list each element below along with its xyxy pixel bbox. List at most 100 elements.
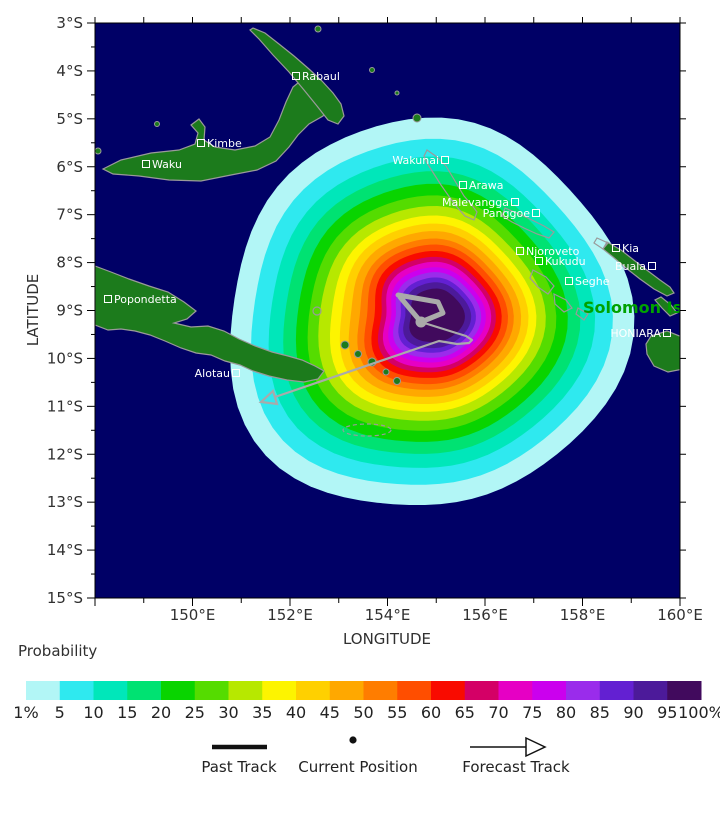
- colorbar-number: 75: [522, 703, 542, 722]
- city-labels: Rabaul Kimbe Waku Wakunai Arawa MalevanggaPan…: [104, 70, 671, 380]
- lon-tick-label: 150°E: [170, 606, 216, 624]
- forecast-arrowhead-icon: [258, 389, 279, 406]
- lat-tick-label: 5°S: [56, 110, 83, 128]
- colorbar-cell: [633, 681, 668, 700]
- city-name: Malevangga: [442, 196, 509, 209]
- lon-tick-label: 156°E: [462, 606, 508, 624]
- small-island: [412, 113, 422, 123]
- city-marker-icon: [142, 160, 150, 168]
- city-marker-icon: [648, 262, 656, 270]
- colorbar-number: 60: [421, 703, 441, 722]
- coast-dashed-island: [342, 423, 392, 437]
- coast-bougainville: [423, 149, 478, 221]
- city-marker-icon: [197, 139, 205, 147]
- lat-tick-label: 6°S: [56, 158, 83, 176]
- city-name: Waku: [152, 158, 182, 171]
- island-new-ireland: [249, 27, 345, 125]
- city-name: Njoroveto: [526, 245, 580, 258]
- city-kimbe: Kimbe: [197, 137, 242, 150]
- colorbar-number: 90: [623, 703, 643, 722]
- city-marker-icon: [232, 369, 240, 377]
- lat-tick-label: 14°S: [47, 541, 83, 559]
- city-wakunai: Wakunai: [392, 154, 449, 167]
- map-plot-area: Rabaul Kimbe Waku Wakunai Arawa MalevanggaPan…: [95, 23, 680, 598]
- city-name: Rabaul: [302, 70, 340, 83]
- colorbar-number: 1%: [13, 703, 38, 722]
- colorbar-cell: [599, 681, 634, 700]
- island-new-britain: [101, 77, 332, 182]
- lat-tick-label: 7°S: [56, 206, 83, 224]
- city-rabaul: Rabaul: [292, 70, 340, 83]
- colorbar-number: 45: [320, 703, 340, 722]
- x-axis-title: LONGITUDE: [343, 630, 431, 648]
- axes: 3°S 4°S 5°S 6°S 7°S 8°S 9°S 10°S 11°S 12°S 13°S 14°…: [24, 14, 703, 648]
- small-island: [95, 147, 102, 155]
- colorbar-number: 55: [387, 703, 407, 722]
- colorbar-number: 25: [185, 703, 205, 722]
- island-png-mainland: [95, 265, 325, 383]
- city-honiara: HONIARA: [610, 327, 671, 340]
- city-name: Wakunai: [392, 154, 439, 167]
- small-island: [154, 121, 160, 127]
- city-marker-icon: [535, 257, 543, 265]
- colorbar-title: Probability: [18, 642, 97, 660]
- city-marker-icon: [459, 181, 467, 189]
- lon-tick-label: 154°E: [365, 606, 411, 624]
- city-seghe: Seghe: [565, 275, 610, 288]
- colorbar-cell: [498, 681, 533, 700]
- lat-tick-label: 8°S: [56, 254, 83, 272]
- colorbar-number: 80: [556, 703, 576, 722]
- colorbar-cell: [26, 681, 61, 700]
- coast-new-georgia-3: [575, 307, 589, 321]
- colorbar-cell: [296, 681, 331, 700]
- forecast-track-label: Forecast Track: [462, 758, 570, 776]
- city-name: Arawa: [469, 179, 504, 192]
- colorbar-cell: [59, 681, 94, 700]
- colorbar-cell: [127, 681, 162, 700]
- colorbar-cells: [26, 681, 702, 700]
- colorbar-cell: [363, 681, 398, 700]
- coast-new-georgia-2: [553, 292, 573, 313]
- colorbar-number: 35: [252, 703, 272, 722]
- forecast-track-arrow-icon: [525, 736, 547, 758]
- lat-tick-label: 3°S: [56, 14, 83, 32]
- colorbar: Probability 1% 5 10 15 20 25 30 35 40 45 50 55 60 65 7…: [13, 642, 720, 722]
- lat-tick-label: 13°S: [47, 493, 83, 511]
- city-njoroveto: Njoroveto: [516, 245, 580, 258]
- city-popondetta: Popondetta: [104, 293, 177, 306]
- tick-marks: [87, 17, 686, 606]
- colorbar-cell: [667, 681, 702, 700]
- lat-tick-label: 9°S: [56, 302, 83, 320]
- probability-contours: [230, 117, 635, 505]
- city-name: Kimbe: [207, 137, 242, 150]
- city-malevangga: Malevangga: [442, 196, 519, 209]
- small-island: [382, 368, 390, 376]
- small-island: [393, 377, 401, 385]
- city-name: Popondetta: [114, 293, 177, 306]
- city-name: HONIARA: [610, 327, 661, 340]
- lon-tick-label: 152°E: [267, 606, 313, 624]
- coast-choiseul: [501, 207, 555, 239]
- current-position-dot-icon: [349, 736, 357, 744]
- island-guadalcanal: [645, 330, 680, 373]
- city-name: Kia: [622, 242, 639, 255]
- lat-tick-label: 4°S: [56, 62, 83, 80]
- coast-small-island: [312, 306, 322, 316]
- city-name: Buala: [615, 260, 646, 273]
- past-track-label: Past Track: [201, 758, 277, 776]
- city-marker-icon: [516, 247, 524, 255]
- lon-tick-label: 160°E: [657, 606, 703, 624]
- lat-tick-label: 15°S: [47, 589, 83, 607]
- city-alotau: Alotau: [195, 367, 240, 380]
- colorbar-cell: [431, 681, 466, 700]
- colorbar-number: 65: [455, 703, 475, 722]
- colorbar-cell: [397, 681, 432, 700]
- colorbar-cell: [532, 681, 567, 700]
- island-santa-isabel: [602, 241, 675, 297]
- small-island: [354, 350, 362, 358]
- coast-new-georgia-1: [529, 269, 555, 295]
- colorbar-number: 95: [657, 703, 677, 722]
- island-santa-isabel-tail: [654, 296, 678, 317]
- colorbar-cell: [262, 681, 297, 700]
